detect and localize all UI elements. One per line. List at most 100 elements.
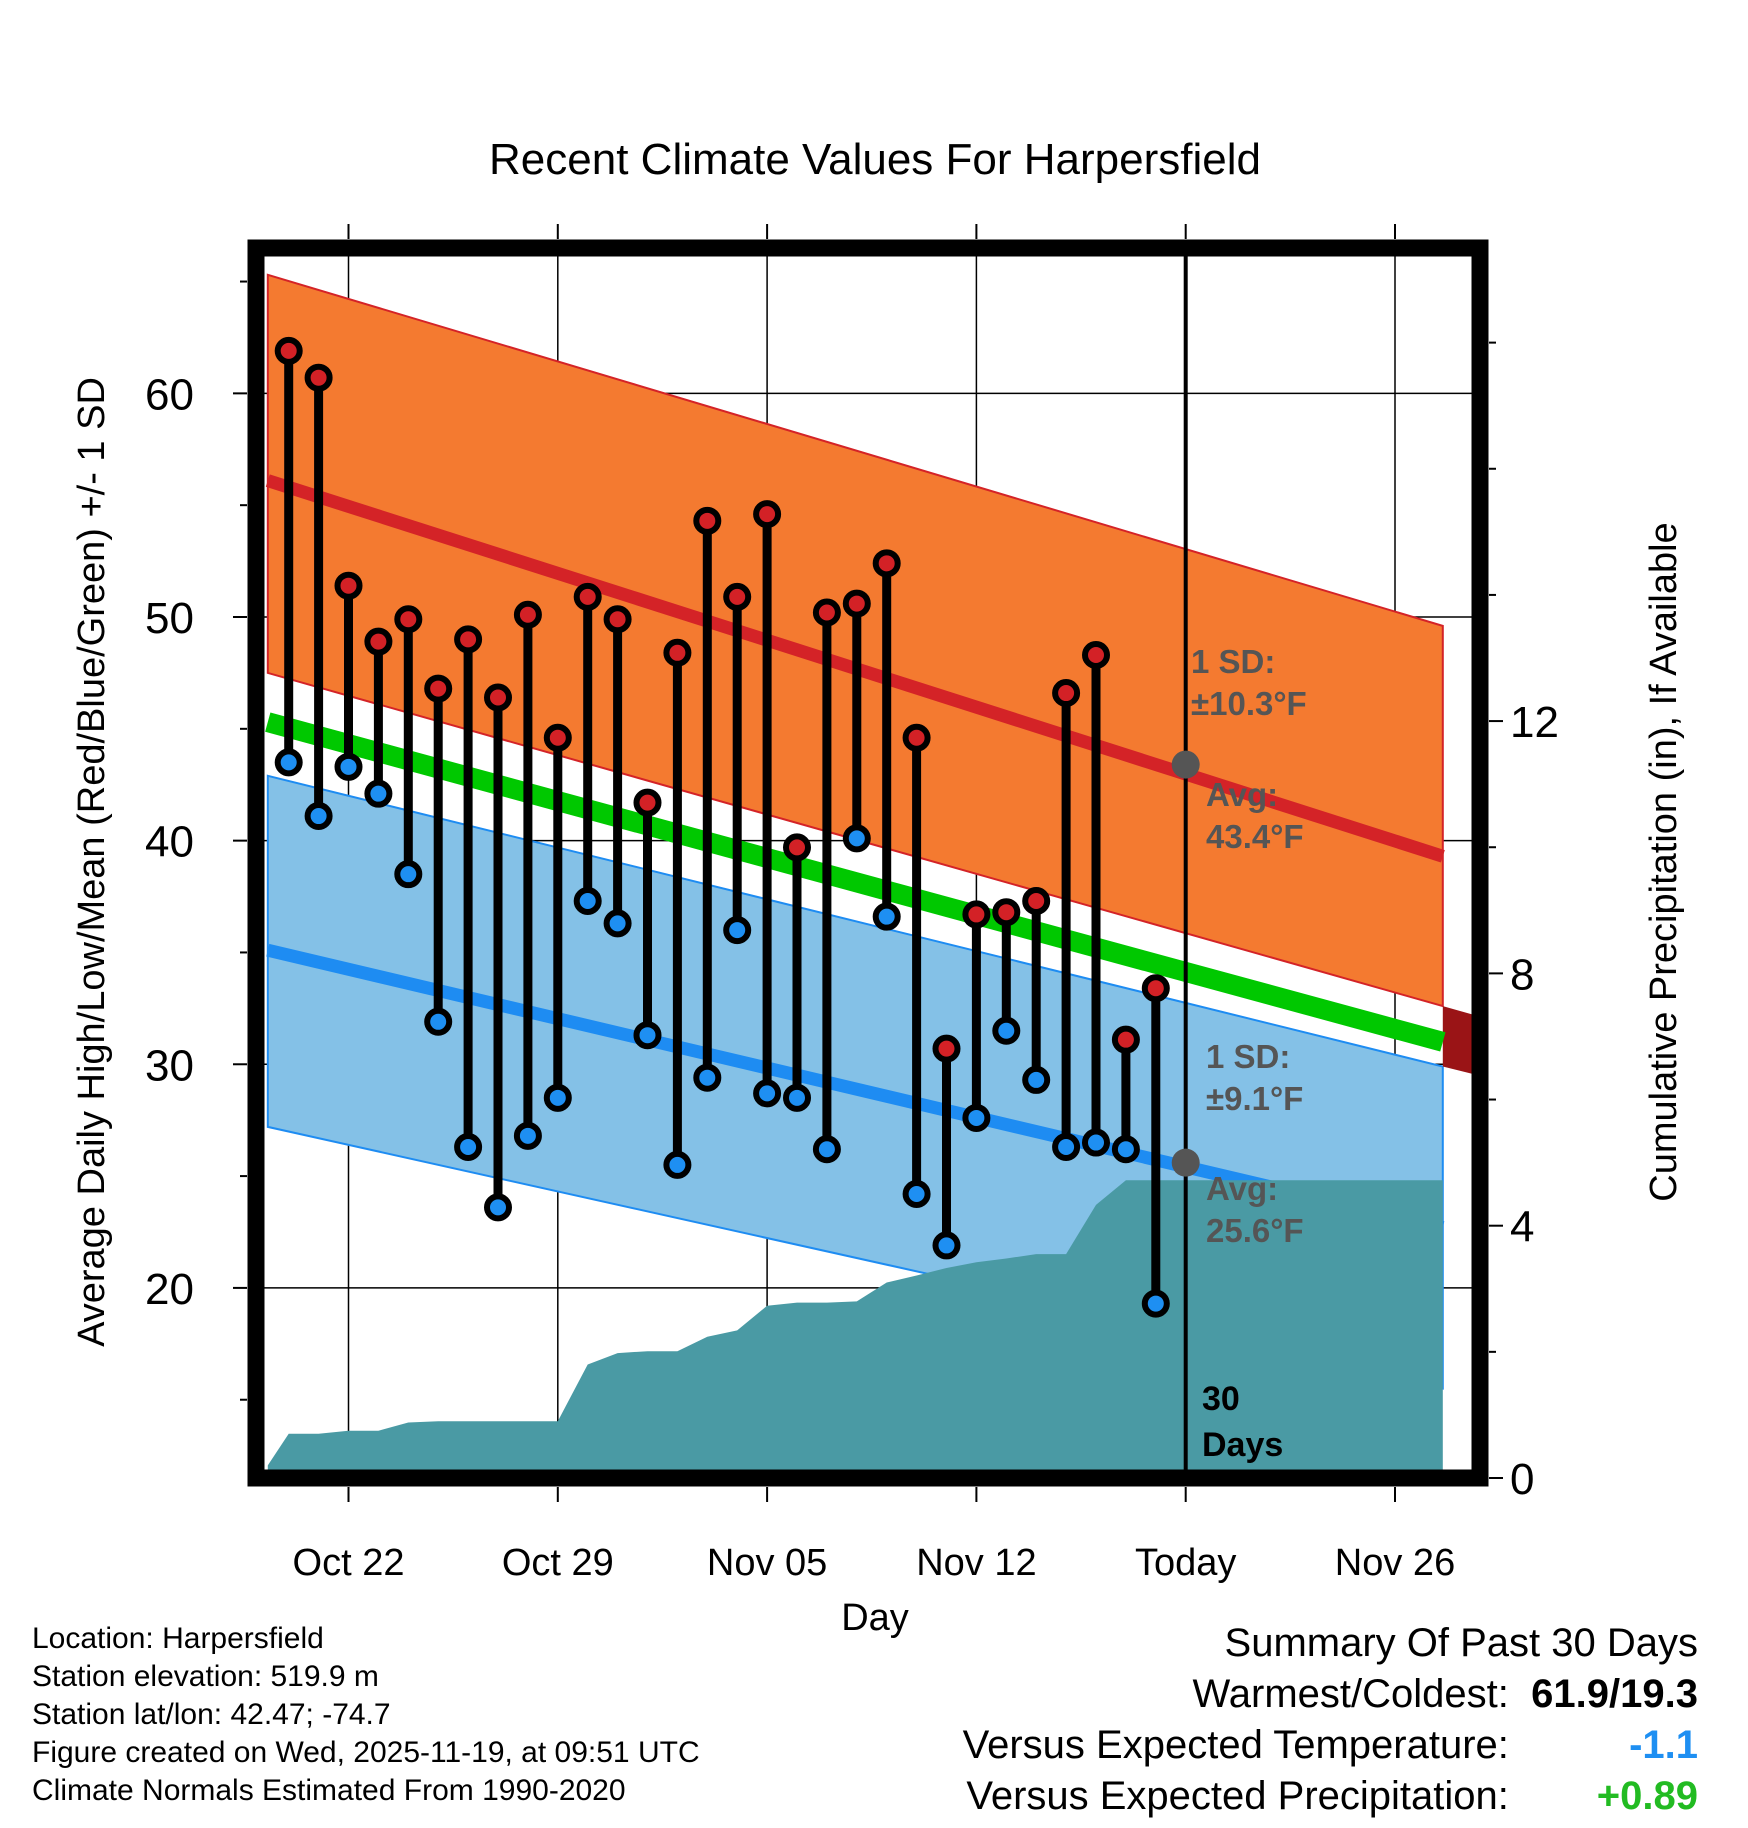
obs-low-marker [454,1133,483,1162]
obs-low-marker [902,1179,931,1208]
obs-low-marker [304,802,333,831]
station-location: Location: Harpersfield [32,1622,324,1655]
station-elevation: Station elevation: 519.9 m [32,1660,379,1693]
obs-high-marker [513,600,542,629]
obs-low-marker [842,824,871,853]
obs-high-marker [902,723,931,752]
obs-low-marker [603,909,632,938]
obs-low-marker [872,902,901,931]
obs-high-marker [304,363,333,392]
y-tick-label-left: 20 [145,1265,194,1314]
obs-low-marker [812,1135,841,1164]
obs-high-marker [424,674,453,703]
obs-high-marker [783,833,811,862]
obs-high-marker [723,582,752,611]
low-sd-label: 1 SD: [1206,1038,1290,1075]
y-tick-label-right: 8 [1510,950,1534,999]
obs-high-marker [753,500,782,529]
precip-departure-label: Versus Expected Precipitation: [966,1774,1509,1818]
obs-low-marker [932,1231,961,1260]
obs-low-marker [1052,1133,1081,1162]
obs-high-marker [812,598,841,627]
obs-high-marker [603,605,632,634]
chart-title: Recent Climate Values For Harpersfield [489,135,1261,184]
y-axis-label-left: Average Daily High/Low/Mean (Red/Blue/Gr… [71,377,113,1347]
y-axis-label-right: Cumulative Precipitation (in), If Availa… [1643,522,1685,1201]
obs-high-marker [663,638,692,667]
obs-low-marker [992,1016,1021,1045]
obs-low-marker [513,1121,542,1150]
obs-high-marker [543,723,572,752]
x-tick-label: Oct 29 [502,1542,614,1584]
y-tick-label-left: 30 [145,1041,194,1090]
period-label-number: 30 [1202,1380,1240,1418]
obs-low-marker [1082,1128,1110,1157]
obs-low-marker [424,1007,453,1036]
obs-low-marker [1111,1135,1140,1164]
precip-departure-value: +0.89 [1596,1774,1698,1818]
obs-low-marker [543,1083,572,1112]
obs-low-marker [783,1083,811,1112]
temp-departure-label: Versus Expected Temperature: [962,1723,1509,1767]
summary-warm-cold: Warmest/Coldest: 61.9/19.3 [1193,1672,1699,1717]
plot-frame [247,239,1489,1487]
obs-low-marker [274,748,303,777]
station-info: Location: Harpersfield Station elevation… [32,1620,700,1810]
obs-high-marker [633,788,662,817]
y-tick-label-right: 4 [1510,1203,1534,1252]
x-tick-label: Nov 05 [707,1542,827,1584]
high-avg-label: Avg: [1206,776,1278,813]
obs-low-marker [573,887,602,916]
high-sd-label: 1 SD: [1191,643,1275,680]
x-axis-label: Day [841,1597,909,1639]
obs-low-marker [753,1079,782,1108]
y-tick-label-left: 40 [145,818,194,867]
obs-high-marker [842,589,871,618]
obs-high-marker [693,506,722,535]
normals-period: Climate Normals Estimated From 1990-2020 [32,1774,626,1807]
obs-high-marker [962,900,991,929]
warm-cold-value: 61.9/19.3 [1531,1672,1698,1716]
obs-high-marker [1022,887,1051,916]
station-latlon: Station lat/lon: 42.47; -74.7 [32,1698,391,1731]
obs-high-marker [932,1034,961,1063]
low-sd-value: ±9.1°F [1206,1080,1303,1117]
figure-created: Figure created on Wed, 2025-11-19, at 09… [32,1736,700,1769]
temp-departure-value: -1.1 [1629,1723,1698,1767]
y-tick-label-left: 50 [145,594,194,643]
summary-precip: Versus Expected Precipitation: +0.89 [966,1774,1698,1819]
obs-high-marker [1052,679,1081,708]
high-sd-value: ±10.3°F [1191,685,1307,722]
obs-low-marker [663,1150,692,1179]
obs-low-marker [484,1193,512,1222]
x-tick-label: Today [1135,1542,1236,1584]
obs-high-marker [1141,974,1170,1003]
obs-low-marker [334,752,363,781]
warm-cold-label: Warmest/Coldest: [1192,1672,1509,1716]
obs-high-marker [394,605,423,634]
y-tick-label-right: 12 [1510,698,1559,747]
band-overlap [1442,1006,1480,1076]
obs-low-marker [693,1063,722,1092]
obs-low-marker [394,860,423,889]
obs-high-marker [573,582,602,611]
obs-low-marker [364,779,393,808]
obs-high-marker [872,549,901,578]
obs-low-marker [723,916,752,945]
y-tick-label-left: 60 [145,370,194,419]
precip-area [267,1180,1443,1478]
obs-high-marker [334,571,363,600]
obs-high-marker [274,336,303,365]
obs-high-marker [454,625,483,654]
obs-high-marker [1082,641,1110,670]
low-avg-label: Avg: [1206,1170,1278,1207]
obs-low-marker [962,1103,991,1132]
obs-high-marker [484,683,512,712]
period-label-days: Days [1202,1426,1283,1464]
high-avg-today-dot [1171,750,1200,779]
obs-high-marker [364,627,393,656]
summary-title: Summary Of Past 30 Days [1224,1621,1698,1665]
high-avg-value: 43.4°F [1206,818,1304,855]
obs-high-marker [992,898,1021,927]
